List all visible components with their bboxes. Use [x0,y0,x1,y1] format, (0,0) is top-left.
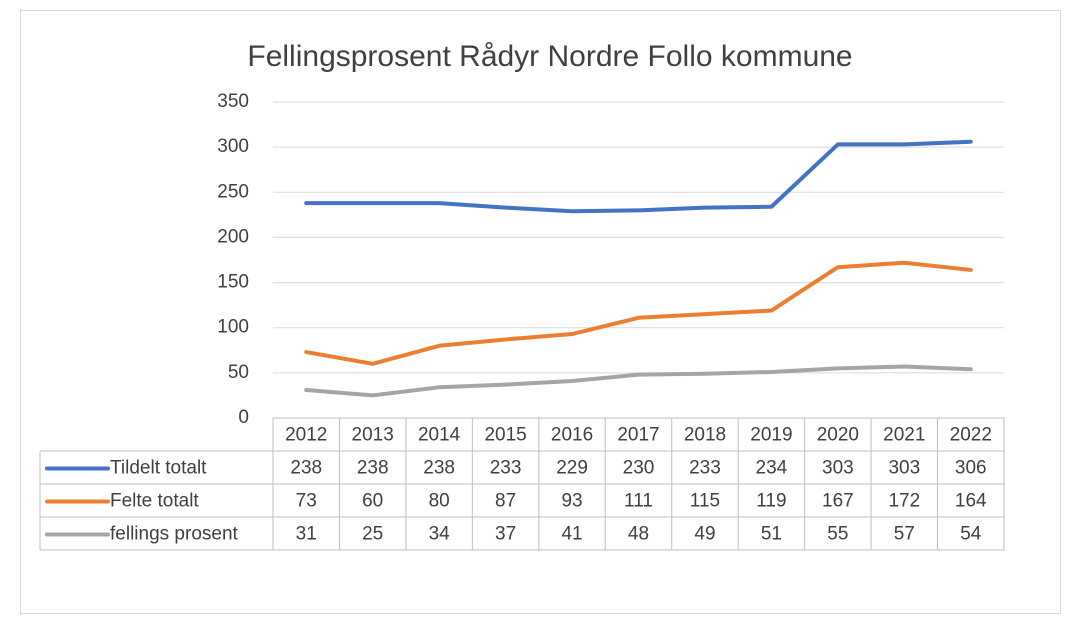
x-tick-label: 2021 [883,425,925,446]
y-tick-label: 50 [228,362,249,383]
chart-title: Fellingsprosent Rådyr Nordre Follo kommu… [247,40,852,73]
y-tick-label: 0 [238,407,249,428]
series-line [304,364,973,398]
table-cell: 48 [628,524,649,545]
table-cell: 306 [955,458,987,479]
x-tick-label: 2016 [551,425,593,446]
x-tick-label: 2012 [285,425,327,446]
table-cell: 87 [495,491,516,512]
legend-label: Tildelt totalt [110,458,207,479]
table-cell: 60 [362,491,383,512]
y-tick-label: 200 [217,226,249,247]
table-cell: 238 [290,458,322,479]
table-cell: 55 [827,524,848,545]
table-cell: 54 [960,524,982,545]
x-tick-label: 2019 [750,425,792,446]
series-line [304,260,973,366]
table-cell: 238 [423,458,455,479]
table-cell: 73 [296,491,317,512]
table-cell: 34 [429,524,451,545]
y-tick-label: 300 [217,136,249,157]
series-line [304,139,973,214]
x-tick-label: 2013 [352,425,394,446]
table-cell: 172 [888,491,920,512]
table-cell: 233 [490,458,522,479]
table-cell: 164 [955,491,987,512]
table-cell: 111 [624,491,653,512]
y-tick-label: 100 [217,317,249,338]
table-cell: 167 [822,491,854,512]
y-tick-label: 150 [217,272,249,293]
table-cell: 229 [556,458,588,479]
table-cell: 93 [561,491,582,512]
x-tick-label: 2015 [484,425,526,446]
x-tick-label: 2018 [684,425,726,446]
table-cell: 115 [690,491,720,512]
table-cell: 49 [694,524,715,545]
table-cell: 51 [761,524,782,545]
table-cell: 234 [756,458,788,479]
y-tick-label: 350 [217,91,249,112]
legend-label: Felte totalt [110,491,199,512]
table-cell: 31 [296,524,317,545]
table-cell: 119 [756,491,786,512]
x-tick-label: 2020 [817,425,859,446]
table-cell: 230 [623,458,655,479]
table-cell: 25 [362,524,383,545]
x-tick-label: 2017 [617,425,659,446]
table-cell: 57 [894,524,915,545]
table-cell: 233 [689,458,721,479]
table-cell: 37 [495,524,516,545]
x-tick-label: 2014 [418,425,461,446]
x-tick-label: 2022 [950,425,992,446]
table-cell: 80 [429,491,450,512]
legend-label: fellings prosent [110,524,239,545]
table-cell: 41 [561,524,582,545]
chart-border [20,10,1061,614]
table-cell: 303 [822,458,854,479]
table-cell: 238 [357,458,389,479]
y-tick-label: 250 [217,181,249,202]
table-cell: 303 [888,458,920,479]
